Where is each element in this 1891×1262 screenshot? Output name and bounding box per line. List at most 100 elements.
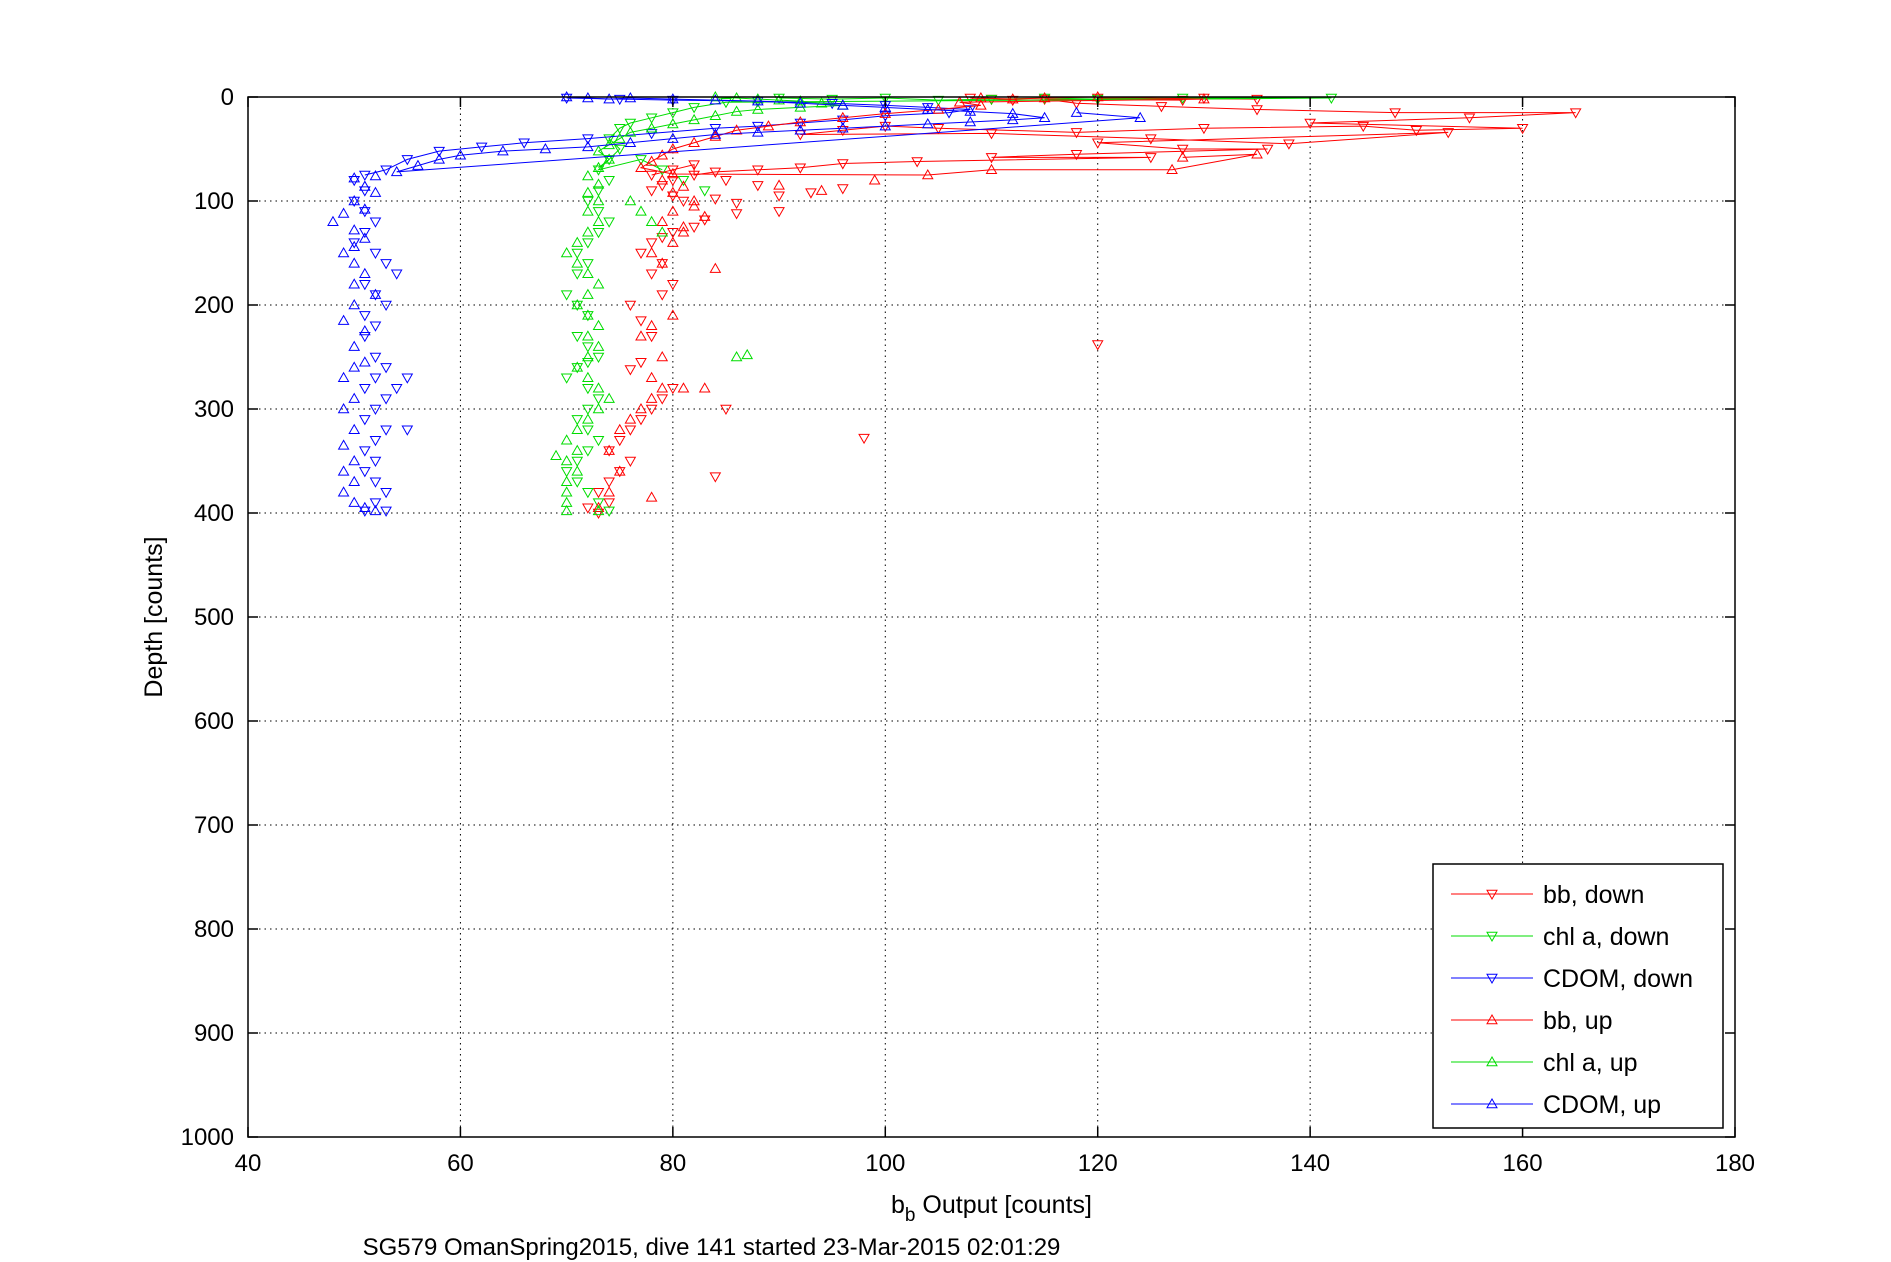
x-tick-label-7: 180 — [1715, 1150, 1755, 1177]
point-3-51 — [773, 179, 785, 190]
point-0-62 — [624, 300, 637, 312]
point-0-48 — [805, 188, 817, 199]
point-4-19 — [592, 161, 605, 172]
point-2-19 — [401, 155, 414, 166]
point-3-40 — [645, 392, 658, 403]
point-1-50 — [603, 506, 615, 517]
point-0-19 — [1070, 128, 1083, 139]
series-3 — [592, 90, 1263, 513]
point-1-5 — [1038, 93, 1051, 105]
point-5-43 — [348, 257, 361, 268]
point-0-16 — [1410, 126, 1423, 137]
point-2-38 — [369, 352, 382, 364]
point-1-13 — [624, 118, 637, 130]
point-4-43 — [592, 402, 605, 414]
point-5-30 — [390, 165, 403, 177]
point-5-28 — [433, 153, 446, 164]
point-3-15 — [666, 142, 679, 154]
point-3-42 — [624, 413, 637, 424]
point-1-21 — [582, 196, 594, 208]
point-2-14 — [645, 129, 658, 140]
point-2-26 — [369, 217, 382, 228]
point-3-28 — [645, 246, 658, 258]
point-0-65 — [635, 357, 647, 369]
point-1-34 — [592, 352, 605, 364]
point-0-82 — [709, 472, 722, 483]
point-3-12 — [730, 124, 743, 135]
point-3-5 — [953, 96, 966, 107]
point-0-55 — [656, 233, 669, 244]
point-3-31 — [677, 220, 690, 232]
legend-marker-1 — [1486, 931, 1498, 943]
series-line-5 — [396, 96, 1141, 173]
point-2-30 — [380, 259, 392, 270]
point-4-42 — [603, 392, 615, 403]
point-4-31 — [592, 278, 605, 289]
point-2-32 — [358, 279, 371, 291]
point-2-15 — [582, 134, 594, 145]
point-3-11 — [762, 120, 775, 131]
point-4-22 — [582, 186, 594, 197]
point-0-14 — [1304, 118, 1317, 130]
y-tick-label-0: 0 — [221, 84, 234, 111]
point-4-58 — [624, 194, 637, 206]
point-1-12 — [645, 113, 658, 124]
series-line-4 — [597, 96, 843, 169]
point-2-22 — [348, 175, 361, 187]
point-5-44 — [358, 267, 371, 279]
point-4-45 — [571, 423, 584, 435]
point-3-39 — [656, 382, 669, 393]
point-5-34 — [369, 186, 382, 197]
point-4-5 — [815, 97, 828, 108]
point-0-42 — [645, 186, 658, 197]
point-4-32 — [582, 288, 594, 299]
point-5-41 — [348, 240, 361, 252]
point-0-26 — [1283, 139, 1295, 150]
point-0-41 — [656, 181, 669, 192]
point-3-34 — [666, 309, 679, 320]
point-5-65 — [1134, 111, 1147, 123]
point-4-11 — [688, 113, 700, 125]
point-1-40 — [582, 404, 594, 416]
point-4-15 — [613, 132, 626, 143]
point-4-12 — [666, 118, 679, 129]
point-2-50 — [358, 467, 371, 478]
point-0-78 — [603, 498, 615, 509]
point-2-48 — [358, 446, 371, 457]
point-3-37 — [656, 350, 669, 362]
point-5-40 — [358, 232, 371, 243]
point-3-52 — [815, 184, 828, 195]
point-1-18 — [592, 165, 605, 176]
point-0-85 — [688, 160, 700, 171]
legend-marker-2 — [1486, 973, 1498, 985]
point-1-2 — [879, 93, 892, 105]
y-tick-label-10: 1000 — [181, 1124, 234, 1151]
series-line-3 — [639, 96, 1258, 176]
point-1-15 — [603, 134, 615, 145]
x-axis-label: bb Output [counts] — [891, 1191, 1092, 1226]
point-2-43 — [380, 394, 392, 405]
point-4-8 — [751, 103, 764, 114]
point-5-58 — [348, 454, 361, 466]
point-1-48 — [582, 487, 594, 499]
point-1-32 — [571, 331, 584, 343]
y-tick-label-6: 600 — [194, 708, 234, 735]
point-1-27 — [582, 259, 594, 270]
point-2-29 — [369, 248, 382, 260]
point-4-33 — [571, 298, 584, 310]
legend-box — [1432, 863, 1724, 1129]
point-5-17 — [879, 120, 892, 131]
point-4-39 — [571, 361, 584, 372]
point-1-52 — [656, 165, 669, 176]
point-3-54 — [921, 168, 934, 180]
point-4-21 — [592, 178, 605, 189]
y-tick-label-3: 300 — [194, 396, 234, 423]
x-tick-label-6: 160 — [1503, 1150, 1543, 1177]
point-1-51 — [635, 155, 647, 166]
point-3-41 — [635, 402, 647, 414]
point-4-40 — [582, 371, 594, 383]
point-4-49 — [560, 454, 573, 466]
point-3-1 — [1006, 93, 1019, 104]
point-3-55 — [985, 163, 998, 175]
point-5-10 — [921, 103, 934, 114]
